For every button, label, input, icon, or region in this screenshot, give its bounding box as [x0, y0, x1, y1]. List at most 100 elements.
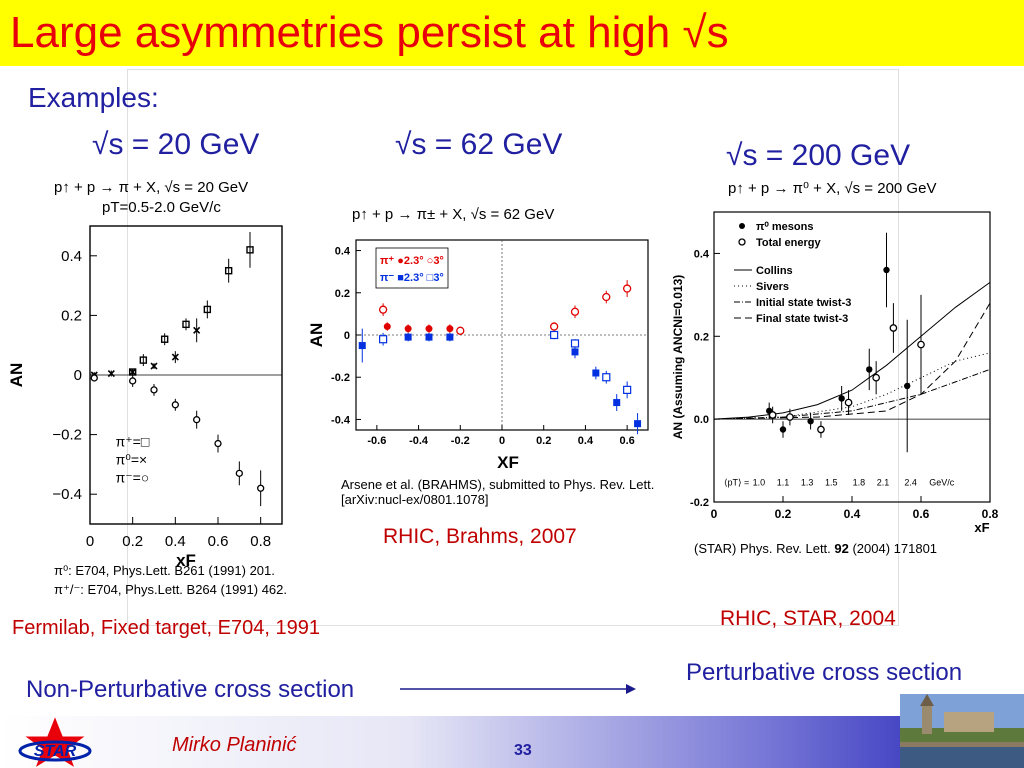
e704-point	[224, 267, 233, 275]
energy-20-label: √s = 20 GeV	[92, 128, 260, 161]
star-point	[786, 413, 794, 421]
star-legend-entry: Initial state twist-3	[756, 297, 851, 309]
brahms-point	[404, 325, 412, 333]
e704-ytick-label: −0.4	[52, 486, 82, 503]
brahms-chart: -0.6 -0.4 -0.2 0 0.2 0.4 0.6 0.4 0.2 0 -0.2 -0.4 XF A…	[307, 239, 649, 472]
prague-photo	[900, 694, 1024, 768]
brahms-xtick-label: 0.6	[619, 435, 634, 447]
star-curve	[713, 302, 991, 420]
brahms-point	[550, 330, 559, 340]
star-curve	[713, 281, 991, 420]
non-perturbative-label: Non-Perturbative cross section	[26, 676, 355, 703]
e704-point	[203, 305, 212, 314]
brahms-ytick-label: -0.2	[331, 372, 350, 384]
e704-ytick-label: 0.4	[61, 248, 82, 265]
e704-legend-entry: π⁰=×	[116, 452, 148, 468]
brahms-ytick-label: -0.4	[331, 414, 351, 426]
star-label: RHIC, STAR, 2004	[720, 607, 896, 630]
star-point	[866, 366, 873, 373]
star-point	[807, 418, 814, 425]
star-point	[779, 426, 787, 433]
star-pt-value: 1.1	[777, 477, 790, 487]
e704-xtick-label: 0.8	[250, 533, 271, 550]
brahms-point	[425, 325, 433, 333]
star-xtick-label: 0	[711, 507, 718, 521]
e704-label: Fermilab, Fixed target, E704, 1991	[12, 617, 320, 639]
star-ytick-label: 0.4	[694, 248, 710, 260]
star-pt-value: 1.8	[853, 477, 866, 487]
brahms-point	[456, 326, 465, 335]
e704-xaxis-label: xF	[176, 551, 196, 569]
e704-point	[107, 369, 115, 378]
star-pt-value: 1.0	[753, 477, 766, 487]
e704-point	[90, 374, 98, 382]
star-pt-value: 1.3	[801, 477, 814, 487]
brahms-point	[623, 385, 632, 394]
brahms-point	[378, 305, 388, 314]
scan-frame	[127, 69, 899, 626]
brahms-caption: p↑ + p → π± + X, √s = 62 GeV	[352, 206, 555, 223]
star-point	[844, 398, 853, 407]
e704-xtick-label: 0.4	[165, 533, 186, 550]
footer-bar	[0, 716, 1024, 768]
star-xaxis-label: xF	[974, 520, 989, 535]
brahms-point	[622, 284, 632, 293]
e704-point	[182, 320, 190, 329]
e704-ytick-label: −0.2	[52, 427, 82, 444]
star-legend-entry: π⁰ mesons	[756, 221, 813, 233]
star-point	[889, 324, 898, 332]
brahms-point	[404, 333, 412, 341]
brahms-point	[613, 399, 621, 407]
brahms-point	[383, 323, 391, 331]
e704-point	[171, 353, 179, 361]
star-pt-label: ⟨pT⟩ =	[724, 477, 749, 487]
star-legend-entry: Final state twist-3	[756, 313, 848, 325]
brahms-ytick-label: 0.2	[335, 288, 350, 300]
e704-point	[150, 362, 158, 370]
brahms-point	[570, 339, 580, 348]
brahms-point	[571, 348, 579, 356]
star-point	[904, 382, 911, 390]
e704-point	[129, 368, 137, 376]
energy-62-label: √s = 62 GeV	[395, 128, 563, 161]
e704-ref-pipm: π⁺/⁻: E704, Phys.Lett. B264 (1991) 462.	[54, 582, 287, 597]
e704-point	[257, 484, 265, 492]
e704-caption: p↑ + p → π + X, √s = 20 GeV	[54, 179, 249, 196]
brahms-point	[446, 333, 454, 341]
star-pt-value: 2.1	[877, 477, 890, 487]
footer-author: Mirko Planinić	[172, 734, 297, 756]
star-logo-text: STAR	[34, 743, 77, 760]
brahms-point	[592, 369, 600, 377]
brahms-xtick-label: 0.2	[536, 435, 551, 447]
star-legend-marker	[738, 238, 746, 246]
star-caption: p↑ + p → π⁰ + X, √s = 200 GeV	[728, 180, 937, 197]
star-pt-value: GeV/c	[929, 477, 955, 487]
brahms-point	[446, 325, 454, 333]
e704-ref-pi0: π⁰: E704, Phys.Lett. B261 (1991) 201.	[54, 563, 275, 578]
brahms-point	[602, 292, 611, 302]
star-point	[838, 395, 845, 402]
star-reference-pre: (STAR) Phys. Rev. Lett.	[694, 541, 835, 556]
star-yaxis-label: AN (Assuming ANCNI=0.013)	[671, 275, 685, 440]
brahms-point	[634, 420, 642, 428]
e704-point	[160, 335, 169, 343]
e704-point	[193, 416, 201, 424]
star-ytick-label: 0.0	[694, 414, 709, 426]
perturbative-label: Perturbative cross section	[686, 659, 963, 686]
brahms-label: RHIC, Brahms, 2007	[383, 525, 577, 548]
e704-ytick-label: 0.2	[61, 307, 82, 324]
star-ytick-label: -0.2	[690, 497, 709, 509]
brahms-point	[570, 307, 580, 316]
brahms-point	[379, 335, 388, 344]
star-reference-post: (2004) 171801	[848, 541, 938, 556]
e704-point	[150, 386, 158, 394]
star-chart: 0 0.2 0.4 0.6 0.8 0.4 0.2 0.0 -0.2 xF AN (Assuming…	[671, 211, 999, 535]
star-curve	[713, 352, 991, 420]
brahms-xtick-label: -0.2	[451, 435, 470, 447]
brahms-reference: Arsene et al. (BRAHMS), submitted to Phy…	[341, 477, 655, 507]
e704-ytick-label: 0	[74, 367, 82, 384]
star-pt-value: 2.4	[904, 477, 917, 487]
e704-point	[139, 356, 148, 364]
brahms-point	[425, 333, 433, 341]
brahms-point	[358, 342, 366, 350]
